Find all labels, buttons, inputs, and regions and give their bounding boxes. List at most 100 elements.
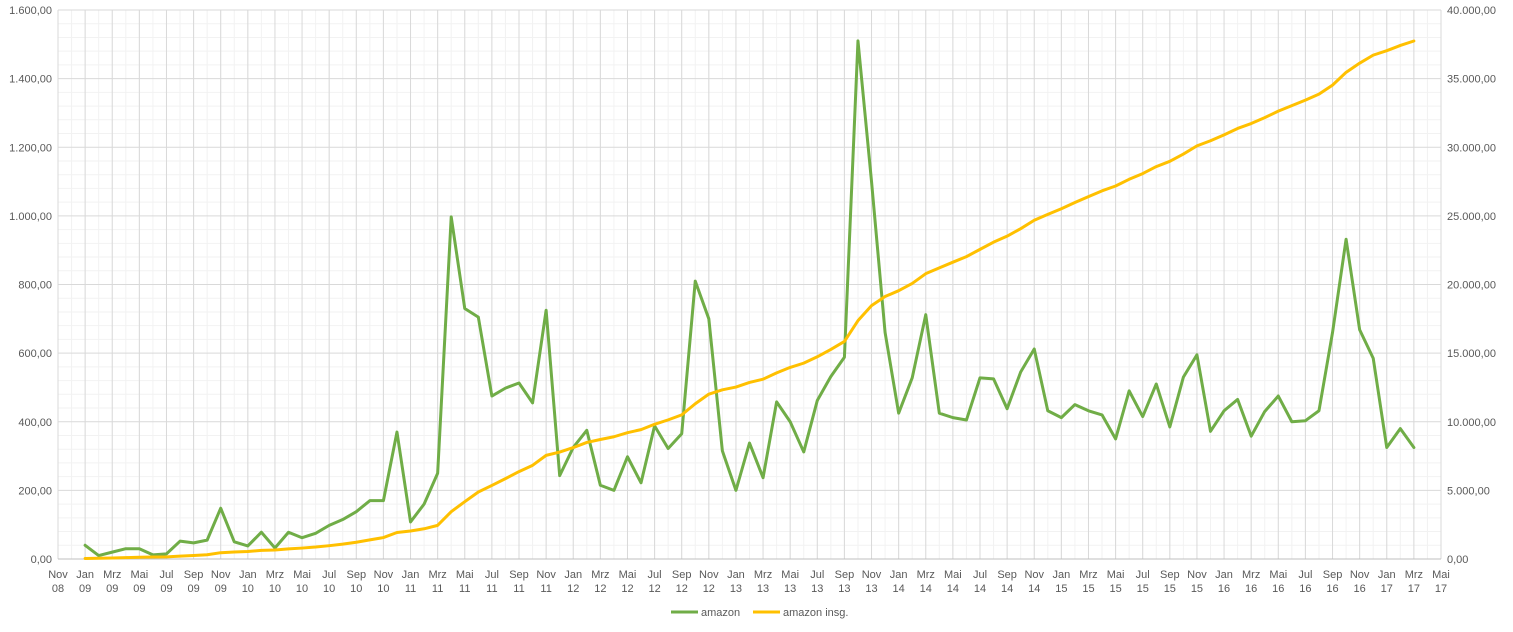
data-point-amazon-insg <box>1060 207 1063 210</box>
data-point-amazon <box>1358 328 1361 331</box>
x-tick-label: Jan 12 <box>564 569 582 595</box>
x-tick-label: Jan 14 <box>890 569 908 595</box>
data-point-amazon-insg <box>179 555 182 558</box>
data-point-amazon-insg <box>1101 189 1104 192</box>
y-right-tick-label: 20.000,00 <box>1447 280 1496 292</box>
data-point-amazon <box>1290 420 1293 423</box>
data-point-amazon <box>518 381 521 384</box>
data-point-amazon-insg <box>219 551 222 554</box>
data-point-amazon <box>1331 331 1334 334</box>
data-point-amazon <box>179 540 182 543</box>
data-point-amazon-insg <box>1317 93 1320 96</box>
data-point-amazon <box>1182 376 1185 379</box>
y-left-tick-label: 600,00 <box>18 348 52 360</box>
data-point-amazon <box>1399 427 1402 430</box>
data-point-amazon <box>1087 409 1090 412</box>
y-left-tick-label: 400,00 <box>18 417 52 429</box>
x-tick-label: Jul 15 <box>1136 569 1150 595</box>
data-point-amazon-insg <box>1304 99 1307 102</box>
data-point-amazon <box>328 524 331 527</box>
data-point-amazon <box>477 316 480 319</box>
y-left-tick-label: 1.200,00 <box>9 142 52 154</box>
x-tick-label: Nov 13 <box>862 569 882 595</box>
data-point-amazon <box>1317 409 1320 412</box>
data-point-amazon <box>694 280 697 283</box>
data-point-amazon <box>843 356 846 359</box>
y-left-tick-label: 1.600,00 <box>9 5 52 17</box>
data-point-amazon-insg <box>138 556 141 559</box>
data-point-amazon-insg <box>775 371 778 374</box>
data-point-amazon-insg <box>301 547 304 550</box>
data-point-amazon-insg <box>1155 165 1158 168</box>
data-point-amazon <box>111 551 114 554</box>
data-point-amazon <box>382 499 385 502</box>
data-point-amazon-insg <box>1019 227 1022 230</box>
data-point-amazon-insg <box>1372 54 1375 57</box>
data-point-amazon-insg <box>1290 104 1293 107</box>
series-line-amazon <box>83 39 1416 558</box>
data-point-amazon-insg <box>585 441 588 444</box>
data-point-amazon <box>1128 389 1131 392</box>
y-right-tick-label: 30.000,00 <box>1447 142 1496 154</box>
series-line-amazon-insg <box>83 39 1416 560</box>
data-point-amazon <box>1209 430 1212 433</box>
x-tick-label: Jan 16 <box>1215 569 1233 595</box>
data-point-amazon-insg <box>314 546 317 549</box>
data-point-amazon <box>1304 419 1307 422</box>
data-point-amazon <box>531 401 534 404</box>
data-point-amazon <box>1060 416 1063 419</box>
x-tick-label: Jul 12 <box>648 569 662 595</box>
data-point-amazon-insg <box>992 241 995 244</box>
data-point-amazon <box>368 499 371 502</box>
data-point-amazon <box>1223 409 1226 412</box>
x-tick-label: Nov 09 <box>211 569 231 595</box>
data-point-amazon-insg <box>84 557 87 560</box>
x-tick-label: Mai 13 <box>781 569 799 595</box>
data-point-amazon-insg <box>612 435 615 438</box>
data-point-amazon <box>1345 238 1348 241</box>
x-tick-label: Nov 14 <box>1024 569 1044 595</box>
data-point-amazon-insg <box>1345 71 1348 74</box>
x-tick-label: Jul 14 <box>973 569 987 595</box>
data-point-amazon <box>585 429 588 432</box>
data-point-amazon-insg <box>626 431 629 434</box>
data-point-amazon-insg <box>1114 185 1117 188</box>
data-point-amazon <box>1155 383 1158 386</box>
x-tick-label: Mrz 09 <box>103 569 121 595</box>
data-point-amazon <box>260 531 263 534</box>
data-point-amazon <box>246 544 249 547</box>
data-point-amazon <box>856 39 859 42</box>
data-point-amazon-insg <box>423 527 426 530</box>
y-left-tick-label: 0,00 <box>31 554 52 566</box>
x-tick-label: Mai 15 <box>1107 569 1125 595</box>
data-point-amazon-insg <box>1236 127 1239 130</box>
data-point-amazon-insg <box>151 556 154 559</box>
data-point-amazon-insg <box>667 418 670 421</box>
data-point-amazon <box>951 416 954 419</box>
x-tick-label: Mai 16 <box>1269 569 1287 595</box>
data-point-amazon <box>545 309 548 312</box>
x-tick-label: Jan 13 <box>727 569 745 595</box>
data-point-amazon <box>84 544 87 547</box>
data-point-amazon-insg <box>518 470 521 473</box>
x-tick-label: Jan 10 <box>239 569 257 595</box>
data-point-amazon-insg <box>694 402 697 405</box>
data-point-amazon-insg <box>640 428 643 431</box>
x-axis: Nov 08 Jan 09 Mrz 09 Mai 09 Jul 09 Sep 09 Nov 09 Jan 10… <box>48 558 1450 595</box>
data-point-amazon <box>1101 413 1104 416</box>
data-point-amazon <box>599 484 602 487</box>
data-point-amazon-insg <box>965 255 968 258</box>
data-point-amazon-insg <box>884 295 887 298</box>
data-point-amazon <box>870 180 873 183</box>
series-layer <box>83 39 1416 560</box>
data-point-amazon <box>1277 395 1280 398</box>
x-tick-label: Nov 15 <box>1187 569 1207 595</box>
x-tick-label: Mrz 12 <box>591 569 609 595</box>
data-point-amazon <box>436 472 439 475</box>
data-point-amazon <box>1263 410 1266 413</box>
data-point-amazon-insg <box>707 393 710 396</box>
y-right-tick-label: 0,00 <box>1447 554 1468 566</box>
data-point-amazon <box>1114 437 1117 440</box>
data-point-amazon-insg <box>802 362 805 365</box>
data-point-amazon-insg <box>273 548 276 551</box>
